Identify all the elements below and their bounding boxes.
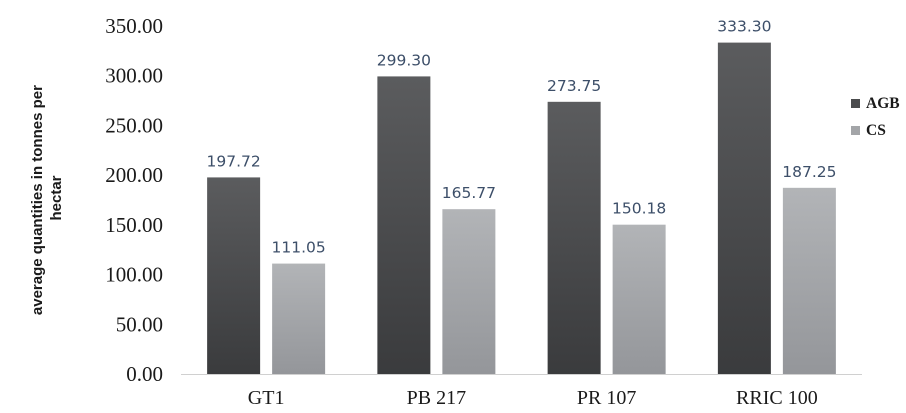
x-category-label: PR 107 (577, 387, 636, 409)
legend-swatch-cs (851, 126, 860, 135)
bar-agb-rric-100 (717, 42, 771, 374)
data-label: 187.25 (782, 163, 836, 181)
x-category-label: PB 217 (407, 387, 466, 409)
x-category-label: RRIC 100 (736, 387, 818, 409)
bar-cs-rric-100 (782, 187, 836, 374)
bar-agb-pb-217 (377, 76, 431, 375)
data-label: 165.77 (442, 184, 496, 202)
y-tick-label: 200.00 (105, 163, 163, 187)
data-label: 273.75 (547, 77, 601, 95)
data-label: 111.05 (272, 239, 326, 257)
bars (207, 42, 836, 375)
data-label: 197.72 (207, 152, 261, 170)
bar-agb-gt1 (207, 177, 261, 374)
y-tick-label: 350.00 (105, 14, 163, 38)
bar-cs-gt1 (272, 263, 326, 374)
y-tick-label: 0.00 (126, 362, 163, 386)
data-label: 333.30 (717, 18, 771, 36)
data-label: 299.30 (377, 51, 431, 69)
y-tick-label: 100.00 (105, 263, 163, 287)
y-axis-label: average quantities in tonnes per hectar (29, 81, 65, 315)
y-tick-label: 150.00 (105, 213, 163, 237)
data-label: 150.18 (612, 200, 666, 218)
legend-label-cs: CS (866, 122, 886, 139)
bar-agb-pr-107 (547, 101, 601, 375)
category-labels: GT1 PB 217 PR 107 RRIC 100 (248, 387, 818, 409)
legend-label-agb: AGB (866, 95, 900, 112)
y-tick-label: 300.00 (105, 64, 163, 88)
x-category-label: GT1 (248, 387, 285, 409)
y-tick-label: 50.00 (116, 312, 163, 336)
bar-cs-pb-217 (442, 209, 496, 374)
bar-cs-pr-107 (612, 224, 666, 374)
y-axis-label-line-2: hectar (48, 175, 65, 220)
legend: AGB CS (851, 95, 900, 139)
y-axis-label-line-1: average quantities in tonnes per (29, 85, 46, 315)
y-tick-label: 250.00 (105, 113, 163, 137)
y-axis-ticks: 0.00 50.00 100.00 150.00 200.00 250.00 300.00 3… (105, 14, 163, 386)
legend-swatch-agb (851, 99, 860, 108)
data-labels: 197.72 111.05 299.30 165.77 273.75 150.18 333.… (207, 18, 837, 257)
